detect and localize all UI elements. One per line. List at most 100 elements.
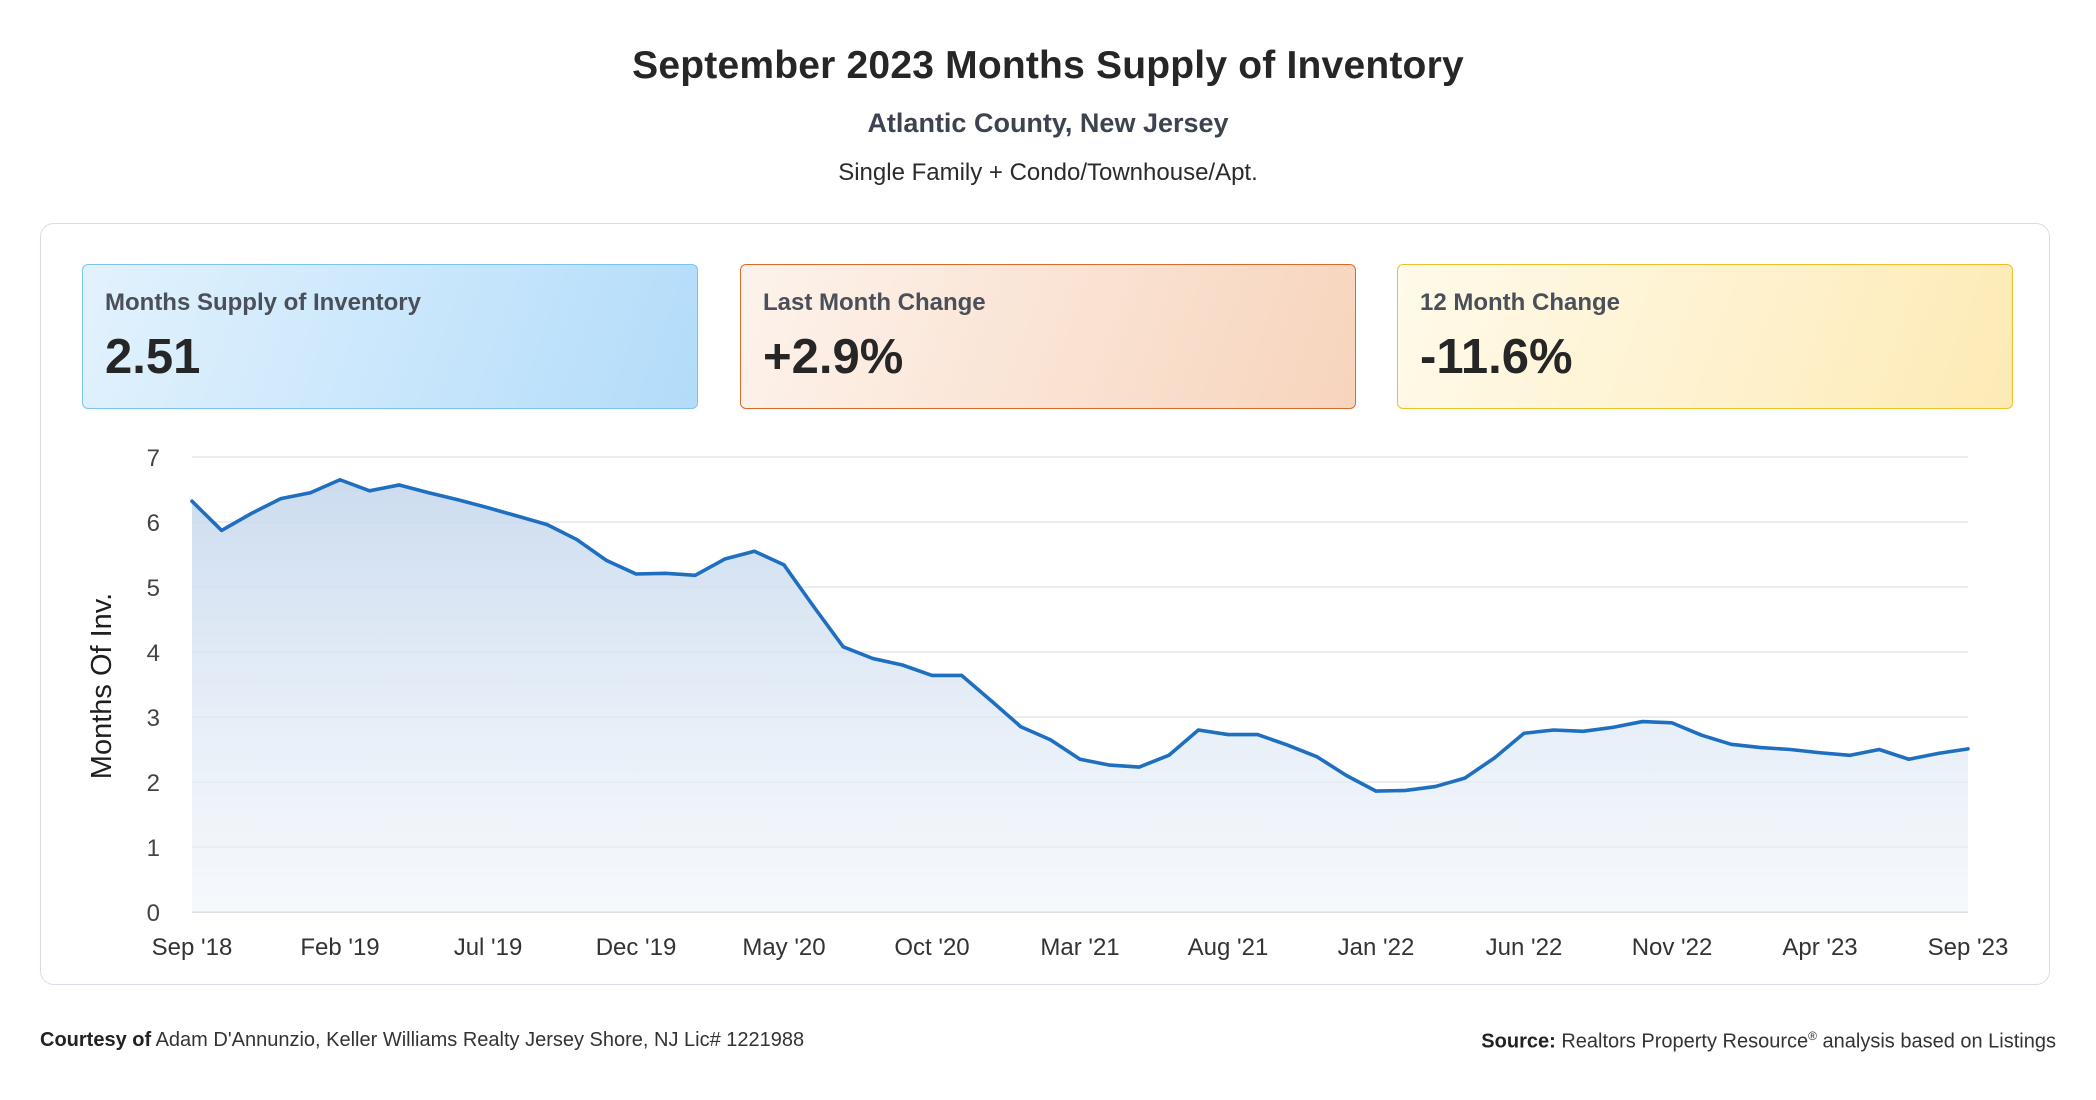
- data-point: [1729, 742, 1733, 746]
- data-point: [812, 604, 816, 609]
- y-tick-label: 5: [147, 575, 160, 602]
- data-point: [1522, 731, 1526, 735]
- months-supply-value: 2.51: [105, 330, 201, 384]
- data-point: [1285, 743, 1289, 747]
- registered-mark: ®: [1808, 1029, 1817, 1043]
- data-point: [1700, 733, 1704, 737]
- data-point: [1877, 747, 1881, 752]
- location-subtitle: Atlantic County, New Jersey: [867, 108, 1229, 138]
- y-axis-label: Months Of Inv.: [86, 593, 118, 779]
- inventory-line-chart: 0 1 2 3 4 5 6 7 Sep '18 Feb '19 Jul '19 Dec '19 May …: [86, 445, 2009, 961]
- y-tick-label: 0: [147, 900, 160, 927]
- source-text: Realtors Property Resource: [1561, 1030, 1809, 1053]
- twelve-month-change-card: 12 Month Change -11.6%: [1397, 264, 2013, 409]
- data-point: [723, 557, 727, 561]
- data-point: [516, 514, 520, 518]
- x-tick-label: Jul '19: [454, 934, 523, 961]
- data-point: [1167, 753, 1171, 757]
- courtesy-text: Adam D'Annunzio, Keller Williams Realty …: [155, 1029, 805, 1051]
- source-footer: Source: Realtors Property Resource® anal…: [1481, 1029, 2056, 1054]
- data-point: [220, 528, 224, 533]
- data-point: [1966, 747, 1970, 751]
- data-point: [575, 537, 579, 542]
- y-tick-label: 6: [147, 510, 160, 537]
- data-point: [871, 656, 875, 661]
- data-point: [930, 673, 934, 678]
- data-point: [1611, 725, 1615, 730]
- data-point: [1019, 725, 1023, 729]
- data-point: [1581, 729, 1585, 733]
- data-point: [1137, 765, 1141, 769]
- data-point: [1256, 732, 1260, 737]
- data-point: [1315, 755, 1319, 759]
- data-point: [900, 663, 905, 667]
- data-point: [368, 489, 372, 493]
- data-point: [456, 498, 460, 502]
- data-point: [634, 572, 638, 576]
- x-tick-label: Dec '19: [596, 934, 677, 961]
- data-point: [1463, 776, 1467, 780]
- x-tick-label: Sep '18: [152, 934, 233, 961]
- data-point: [1818, 751, 1822, 755]
- data-point: [1552, 728, 1556, 732]
- months-supply-card: Months Supply of Inventory 2.51: [82, 264, 698, 409]
- x-tick-label: Sep '23: [1928, 934, 2009, 961]
- courtesy-footer: Courtesy of Adam D'Annunzio, Keller Will…: [40, 1029, 804, 1052]
- data-point: [397, 483, 401, 487]
- twelve-month-change-value: -11.6%: [1420, 330, 1573, 384]
- y-tick-label: 2: [147, 770, 160, 797]
- data-point: [427, 491, 431, 495]
- data-point: [989, 699, 993, 703]
- data-point: [1759, 745, 1763, 750]
- chart-header: September 2023 Months Supply of Inventor…: [0, 44, 2096, 187]
- data-point: [338, 478, 342, 482]
- twelve-month-change-label: 12 Month Change: [1420, 289, 1621, 316]
- data-point: [1048, 738, 1052, 742]
- x-tick-label: Feb '19: [300, 934, 379, 961]
- data-point: [960, 673, 964, 678]
- data-point: [279, 497, 283, 501]
- data-point: [1226, 732, 1230, 737]
- data-point: [664, 571, 668, 575]
- data-point: [1936, 751, 1940, 756]
- x-tick-label: May '20: [742, 934, 825, 961]
- data-point: [249, 511, 253, 516]
- x-tick-label: Aug '21: [1188, 934, 1269, 961]
- x-tick-label: Oct '20: [894, 934, 969, 961]
- x-tick-label: Jun '22: [1486, 934, 1563, 961]
- data-point: [1404, 788, 1408, 793]
- data-point: [841, 645, 845, 649]
- data-point: [782, 563, 786, 567]
- property-types-label: Single Family + Condo/Townhouse/Apt.: [838, 159, 1258, 186]
- y-tick-label: 3: [147, 705, 160, 732]
- data-point: [1848, 753, 1852, 757]
- data-point: [1670, 721, 1674, 725]
- source-label: Source:: [1481, 1030, 1556, 1053]
- courtesy-label: Courtesy of: [40, 1029, 152, 1051]
- series-area: [192, 479, 1968, 912]
- data-point: [1492, 756, 1496, 760]
- data-point: [1108, 763, 1112, 767]
- data-point: [604, 558, 609, 562]
- data-point: [308, 491, 312, 495]
- data-point: [1907, 757, 1911, 761]
- x-tick-label: Mar '21: [1040, 934, 1119, 961]
- data-point: [752, 549, 757, 553]
- data-point: [1344, 773, 1348, 778]
- y-tick-label: 7: [147, 445, 160, 472]
- data-point: [1640, 719, 1644, 724]
- data-point: [1196, 728, 1200, 732]
- data-point: [486, 506, 490, 510]
- x-tick-label: Nov '22: [1632, 934, 1713, 961]
- last-month-change-value: +2.9%: [763, 330, 904, 384]
- data-point: [1374, 789, 1378, 793]
- data-point: [190, 499, 194, 503]
- x-tick-label: Apr '23: [1782, 934, 1857, 961]
- data-point: [1078, 757, 1082, 761]
- data-point: [1433, 784, 1437, 789]
- data-point: [693, 573, 697, 577]
- page-title: September 2023 Months Supply of Inventor…: [632, 44, 1464, 87]
- months-supply-label: Months Supply of Inventory: [105, 289, 421, 316]
- y-tick-label: 1: [147, 835, 160, 862]
- data-point: [545, 523, 549, 527]
